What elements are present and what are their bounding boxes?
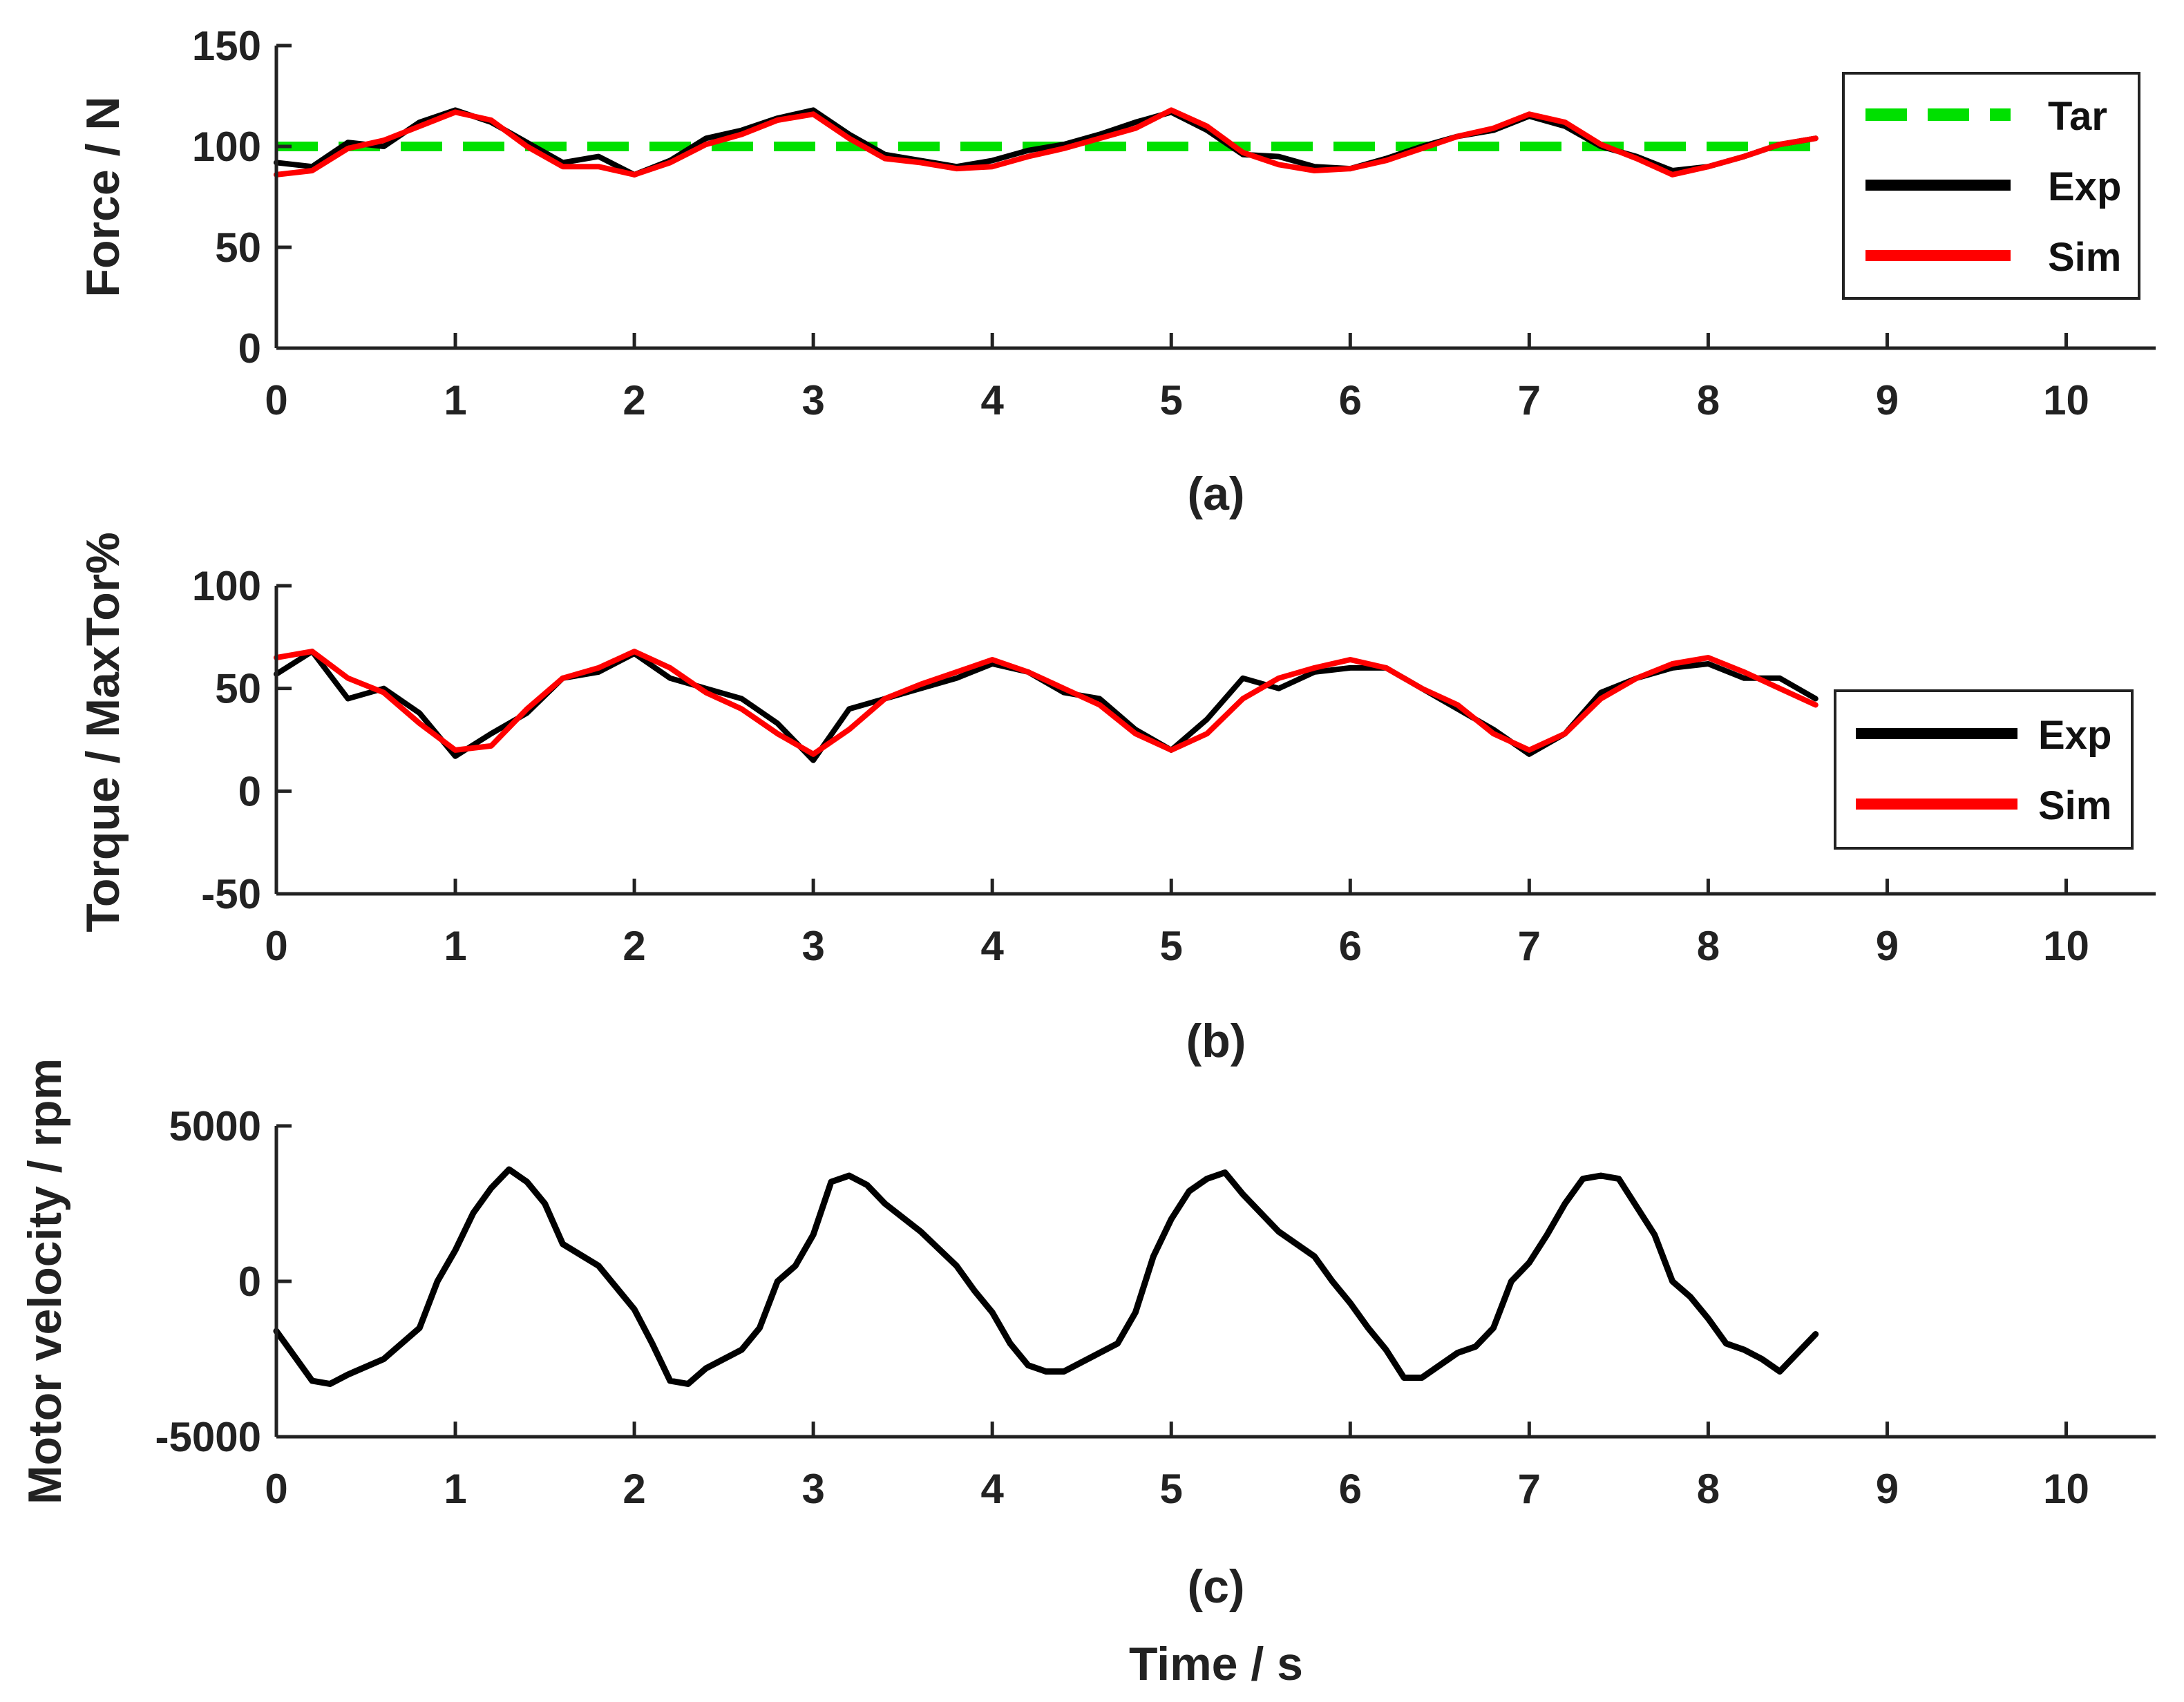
panel-c-label: (c) bbox=[1187, 1560, 1244, 1613]
panel-a-x-tick-label: 2 bbox=[623, 377, 645, 423]
panel-b-x-tick-label: 3 bbox=[801, 923, 824, 969]
panel-c-x-tick-label: 1 bbox=[444, 1466, 466, 1512]
panel-c-y-axis-title: Motor velocity / rpm bbox=[19, 1058, 71, 1504]
panel-c-x-tick-label: 9 bbox=[1876, 1466, 1899, 1512]
legend-label-exp: Exp bbox=[2048, 164, 2121, 209]
panel-b-y-tick-label: -50 bbox=[201, 871, 261, 917]
panel-b-y-axis-title: Torque / MaxTor% bbox=[77, 532, 129, 932]
panel-b-x-tick-label: 5 bbox=[1160, 923, 1183, 969]
panel-a-x-tick-label: 6 bbox=[1339, 377, 1362, 423]
panel-c-y-tick-label: 5000 bbox=[169, 1103, 261, 1149]
panel-a-y-tick-label: 0 bbox=[238, 325, 261, 372]
panel-b-x-tick-label: 8 bbox=[1697, 923, 1720, 969]
panel-a-x-tick-label: 5 bbox=[1160, 377, 1183, 423]
legend-label-exp: Exp bbox=[2038, 713, 2111, 758]
legend-label-tar: Tar bbox=[2048, 94, 2107, 139]
x-axis-title: Time / s bbox=[1129, 1638, 1303, 1690]
panel-a-legend: Tar Exp Sim bbox=[1842, 72, 2140, 300]
panel-b-label: (b) bbox=[1186, 1015, 1246, 1067]
panel-a-x-tick-label: 10 bbox=[2043, 377, 2089, 423]
panel-a-x-tick-label: 4 bbox=[981, 377, 1005, 423]
panel-c-x-tick-label: 4 bbox=[981, 1466, 1005, 1512]
panel-b-x-tick-label: 6 bbox=[1339, 923, 1362, 969]
panel-a-x-tick-label: 3 bbox=[801, 377, 824, 423]
panel-b-x-tick-label: 4 bbox=[981, 923, 1005, 969]
legend-label-sim: Sim bbox=[2048, 235, 2121, 280]
panel-a-x-tick-label: 9 bbox=[1876, 377, 1899, 423]
panel-b-legend-box bbox=[1834, 689, 2134, 850]
panel-a-series-sim bbox=[274, 107, 1819, 178]
panel-c-x-tick-label: 10 bbox=[2043, 1466, 2089, 1512]
panel-a-series-layer bbox=[274, 107, 1819, 178]
panel-c-series-exp bbox=[273, 1166, 1819, 1387]
panel-a-x-tick-label: 7 bbox=[1518, 377, 1541, 423]
panel-b-y-tick-label: 100 bbox=[192, 563, 261, 609]
panel-b-x-tick-label: 7 bbox=[1518, 923, 1541, 969]
panel-a-y-axis-title: Force / N bbox=[77, 97, 129, 298]
panel-c-x-tick-label: 0 bbox=[265, 1466, 287, 1512]
panel-c-x-tick-label: 3 bbox=[801, 1466, 824, 1512]
panel-a-y-tick-label: 100 bbox=[192, 124, 261, 170]
panel-b-x-tick-label: 2 bbox=[623, 923, 645, 969]
panel-b-x-tick-label: 10 bbox=[2043, 923, 2089, 969]
panel-a-y-tick-label: 150 bbox=[192, 23, 261, 69]
panel-c-x-tick-label: 7 bbox=[1518, 1466, 1541, 1512]
panel-c-y-tick-label: 0 bbox=[238, 1259, 261, 1305]
panel-a-x-tick-label: 8 bbox=[1697, 377, 1720, 423]
panel-b-x-tick-label: 9 bbox=[1876, 923, 1899, 969]
panel-b-y-tick-label: 0 bbox=[238, 768, 261, 814]
panel-c-x-tick-label: 2 bbox=[623, 1466, 645, 1512]
panel-b-x-tick-label: 1 bbox=[444, 923, 466, 969]
panel-b-legend: Exp Sim bbox=[1834, 689, 2134, 850]
panel-b-y-tick-label: 50 bbox=[215, 666, 261, 712]
panel-b-series-sim bbox=[274, 649, 1819, 757]
panel-b-series-layer bbox=[274, 649, 1819, 763]
panel-c-x-tick-label: 5 bbox=[1160, 1466, 1183, 1512]
panel-a-series-exp bbox=[274, 107, 1819, 178]
panel-c-y-tick-label: -5000 bbox=[155, 1414, 261, 1460]
panel-a-x-tick-label: 0 bbox=[265, 377, 287, 423]
panel-c-x-tick-label: 8 bbox=[1697, 1466, 1720, 1512]
panel-b-x-tick-label: 0 bbox=[265, 923, 287, 969]
panel-a-label: (a) bbox=[1187, 468, 1244, 520]
panel-a-y-tick-label: 50 bbox=[215, 224, 261, 271]
legend-label-sim: Sim bbox=[2038, 783, 2111, 828]
panel-a-x-tick-label: 1 bbox=[444, 377, 466, 423]
panel-c-x-tick-label: 6 bbox=[1339, 1466, 1362, 1512]
panel-c-series-layer bbox=[273, 1166, 1819, 1387]
